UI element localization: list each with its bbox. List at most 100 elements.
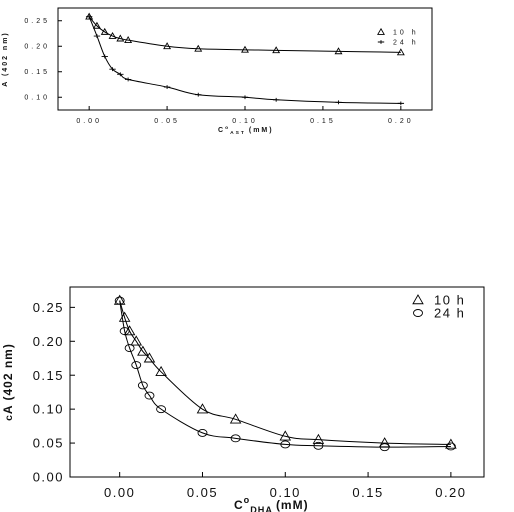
- y-tick-label: 0.25: [24, 18, 50, 25]
- data-point: [131, 361, 142, 369]
- series-curve: [88, 16, 401, 53]
- y-axis-label: cA (402 nm): [1, 343, 15, 421]
- x-tick-label: 0.05: [187, 485, 218, 500]
- data-point: [397, 101, 405, 106]
- y-axis-label-text: A (402 nm): [1, 343, 15, 414]
- data-point: [137, 345, 149, 356]
- data-point: [379, 443, 390, 452]
- y-tick-label: 0.05: [33, 436, 64, 451]
- legend-marker: [377, 27, 385, 35]
- x-tick-label: 0.10: [232, 118, 258, 125]
- x-axis-label-unit: (mM): [249, 127, 274, 134]
- x-axis-label-sub: DHA: [250, 505, 273, 512]
- data-point: [272, 97, 280, 102]
- x-axis-label-unit: (mM): [276, 498, 309, 512]
- data-point: [335, 100, 342, 105]
- x-axis-label-main: C: [234, 498, 244, 512]
- y-axis-label-prefix: c: [4, 414, 15, 421]
- data-point: [109, 67, 116, 72]
- legend-label: 24 h: [434, 306, 465, 321]
- data-point: [116, 34, 125, 42]
- x-tick-label: 0.00: [76, 118, 102, 125]
- data-point: [137, 381, 148, 390]
- series-curve: [88, 16, 401, 104]
- y-tick-label: 0.15: [24, 69, 50, 76]
- series-triangle: 10 h: [113, 293, 465, 449]
- data-point: [272, 46, 281, 54]
- legend-marker: [413, 309, 423, 317]
- data-point: [124, 36, 133, 43]
- y-tick-label: 0.10: [24, 95, 50, 102]
- y-axis-label: A (402 nm): [2, 31, 9, 87]
- data-point: [241, 45, 249, 53]
- data-point: [194, 44, 203, 52]
- legend-marker: [377, 40, 385, 44]
- legend-label: 10 h: [434, 293, 465, 308]
- data-point: [85, 14, 93, 19]
- x-axis-label: CoAST (mM): [218, 126, 274, 136]
- data-point: [196, 403, 209, 414]
- chart-dha: 0.00 0.05 0.10 0.15 0.20 0.00 0.05 0.10 0.15 0.20…: [1, 286, 485, 512]
- series-circle: 24 h: [114, 296, 465, 452]
- data-point: [124, 77, 132, 82]
- data-point: [124, 344, 135, 353]
- data-point: [312, 433, 325, 444]
- data-point: [144, 391, 155, 400]
- data-point: [93, 34, 101, 38]
- data-point: [279, 430, 292, 441]
- plot-frame: [57, 7, 433, 111]
- x-axis-label-main: C: [218, 127, 225, 134]
- series-triangle: 10 h: [85, 12, 419, 56]
- data-point: [155, 365, 167, 377]
- data-point: [396, 48, 405, 56]
- data-point: [143, 352, 156, 363]
- data-point: [163, 42, 172, 50]
- data-point: [163, 85, 171, 89]
- data-point: [108, 31, 117, 39]
- data-point: [195, 92, 202, 97]
- y-tick-label: 0.25: [33, 300, 64, 315]
- x-tick-label: 0.10: [270, 485, 301, 500]
- y-tick-label: 0.15: [33, 368, 64, 383]
- data-point: [334, 47, 343, 55]
- y-tick-label: 0.10: [33, 402, 64, 417]
- data-point: [100, 27, 109, 35]
- x-axis-label-sub: AST: [230, 130, 246, 136]
- x-tick-label: 0.15: [352, 485, 383, 500]
- x-tick-label: 0.20: [388, 118, 414, 125]
- y-tick-label: 0.20: [24, 44, 50, 51]
- y-axis-label-text: A (402 nm): [2, 31, 9, 87]
- data-point: [313, 441, 324, 450]
- data-point: [445, 442, 456, 451]
- plot-frame: [69, 286, 485, 478]
- series-curve: [119, 300, 451, 448]
- data-point: [101, 54, 108, 59]
- data-point: [230, 434, 241, 443]
- x-tick-label: 0.05: [154, 118, 180, 125]
- chart-ast: 0.00 0.05 0.10 0.15 0.20 0.10 0.15 0.20 0.25 CoAS…: [2, 7, 433, 136]
- data-point: [117, 72, 124, 77]
- series-cross: 24 h: [85, 14, 419, 106]
- y-tick-label: 0.00: [33, 470, 64, 485]
- data-point: [119, 327, 130, 336]
- data-point: [114, 296, 125, 305]
- data-point: [92, 21, 101, 29]
- legend-marker: [412, 294, 424, 305]
- x-tick-label: 0.15: [310, 118, 336, 125]
- data-point: [156, 405, 167, 414]
- x-tick-label: 0.00: [104, 485, 135, 500]
- legend-label: 10 h: [393, 29, 419, 36]
- x-axis-label-sup: o: [225, 126, 230, 131]
- data-point: [123, 325, 136, 336]
- legend-label: 24 h: [393, 39, 419, 46]
- x-axis-label: CoDHA (mM): [234, 495, 309, 512]
- data-point: [197, 428, 208, 437]
- x-axis-label-sup: o: [244, 495, 251, 505]
- data-point: [130, 335, 143, 346]
- data-point: [229, 413, 242, 424]
- y-tick-label: 0.20: [33, 334, 64, 349]
- data-point: [241, 95, 249, 100]
- data-point: [280, 440, 291, 449]
- series-curve: [119, 300, 451, 445]
